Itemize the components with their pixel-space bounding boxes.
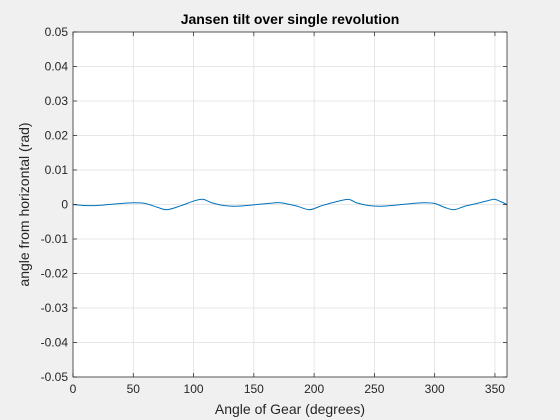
y-tick-label: 0.01 xyxy=(45,163,69,177)
y-tick-label: -0.01 xyxy=(41,232,69,246)
y-axis-label: angle from horizontal (rad) xyxy=(16,122,32,286)
x-tick-label: 250 xyxy=(364,382,384,396)
x-tick-label: 0 xyxy=(70,382,77,396)
y-tick-label: -0.02 xyxy=(41,267,69,281)
y-tick-label: -0.04 xyxy=(41,336,69,350)
y-tick-label: 0.05 xyxy=(45,25,69,39)
y-tick-label: -0.03 xyxy=(41,301,69,315)
x-tick-label: 150 xyxy=(244,382,264,396)
x-tick-label: 100 xyxy=(184,382,204,396)
tick-marks xyxy=(72,31,507,378)
x-tick-labels: 0 50 100 150 200 250 300 350 xyxy=(70,382,506,396)
x-tick-label: 200 xyxy=(304,382,324,396)
y-tick-label: 0.03 xyxy=(45,94,69,108)
x-tick-label: 300 xyxy=(425,382,445,396)
y-tick-label: -0.05 xyxy=(41,370,69,384)
series-line xyxy=(72,198,508,211)
y-tick-label: 0.02 xyxy=(45,129,69,143)
chart-title: Jansen tilt over single revolution xyxy=(181,11,400,27)
x-tick-label: 50 xyxy=(127,382,141,396)
x-tick-label: 350 xyxy=(485,382,505,396)
y-tick-label: 0.04 xyxy=(45,60,69,74)
y-tick-labels: -0.05 -0.04 -0.03 -0.02 -0.01 0 0.01 0.02 0.03 0.… xyxy=(41,25,69,384)
series-layer xyxy=(72,198,508,211)
y-tick-label: 0 xyxy=(61,198,68,212)
x-axis-label: Angle of Gear (degrees) xyxy=(215,401,365,417)
